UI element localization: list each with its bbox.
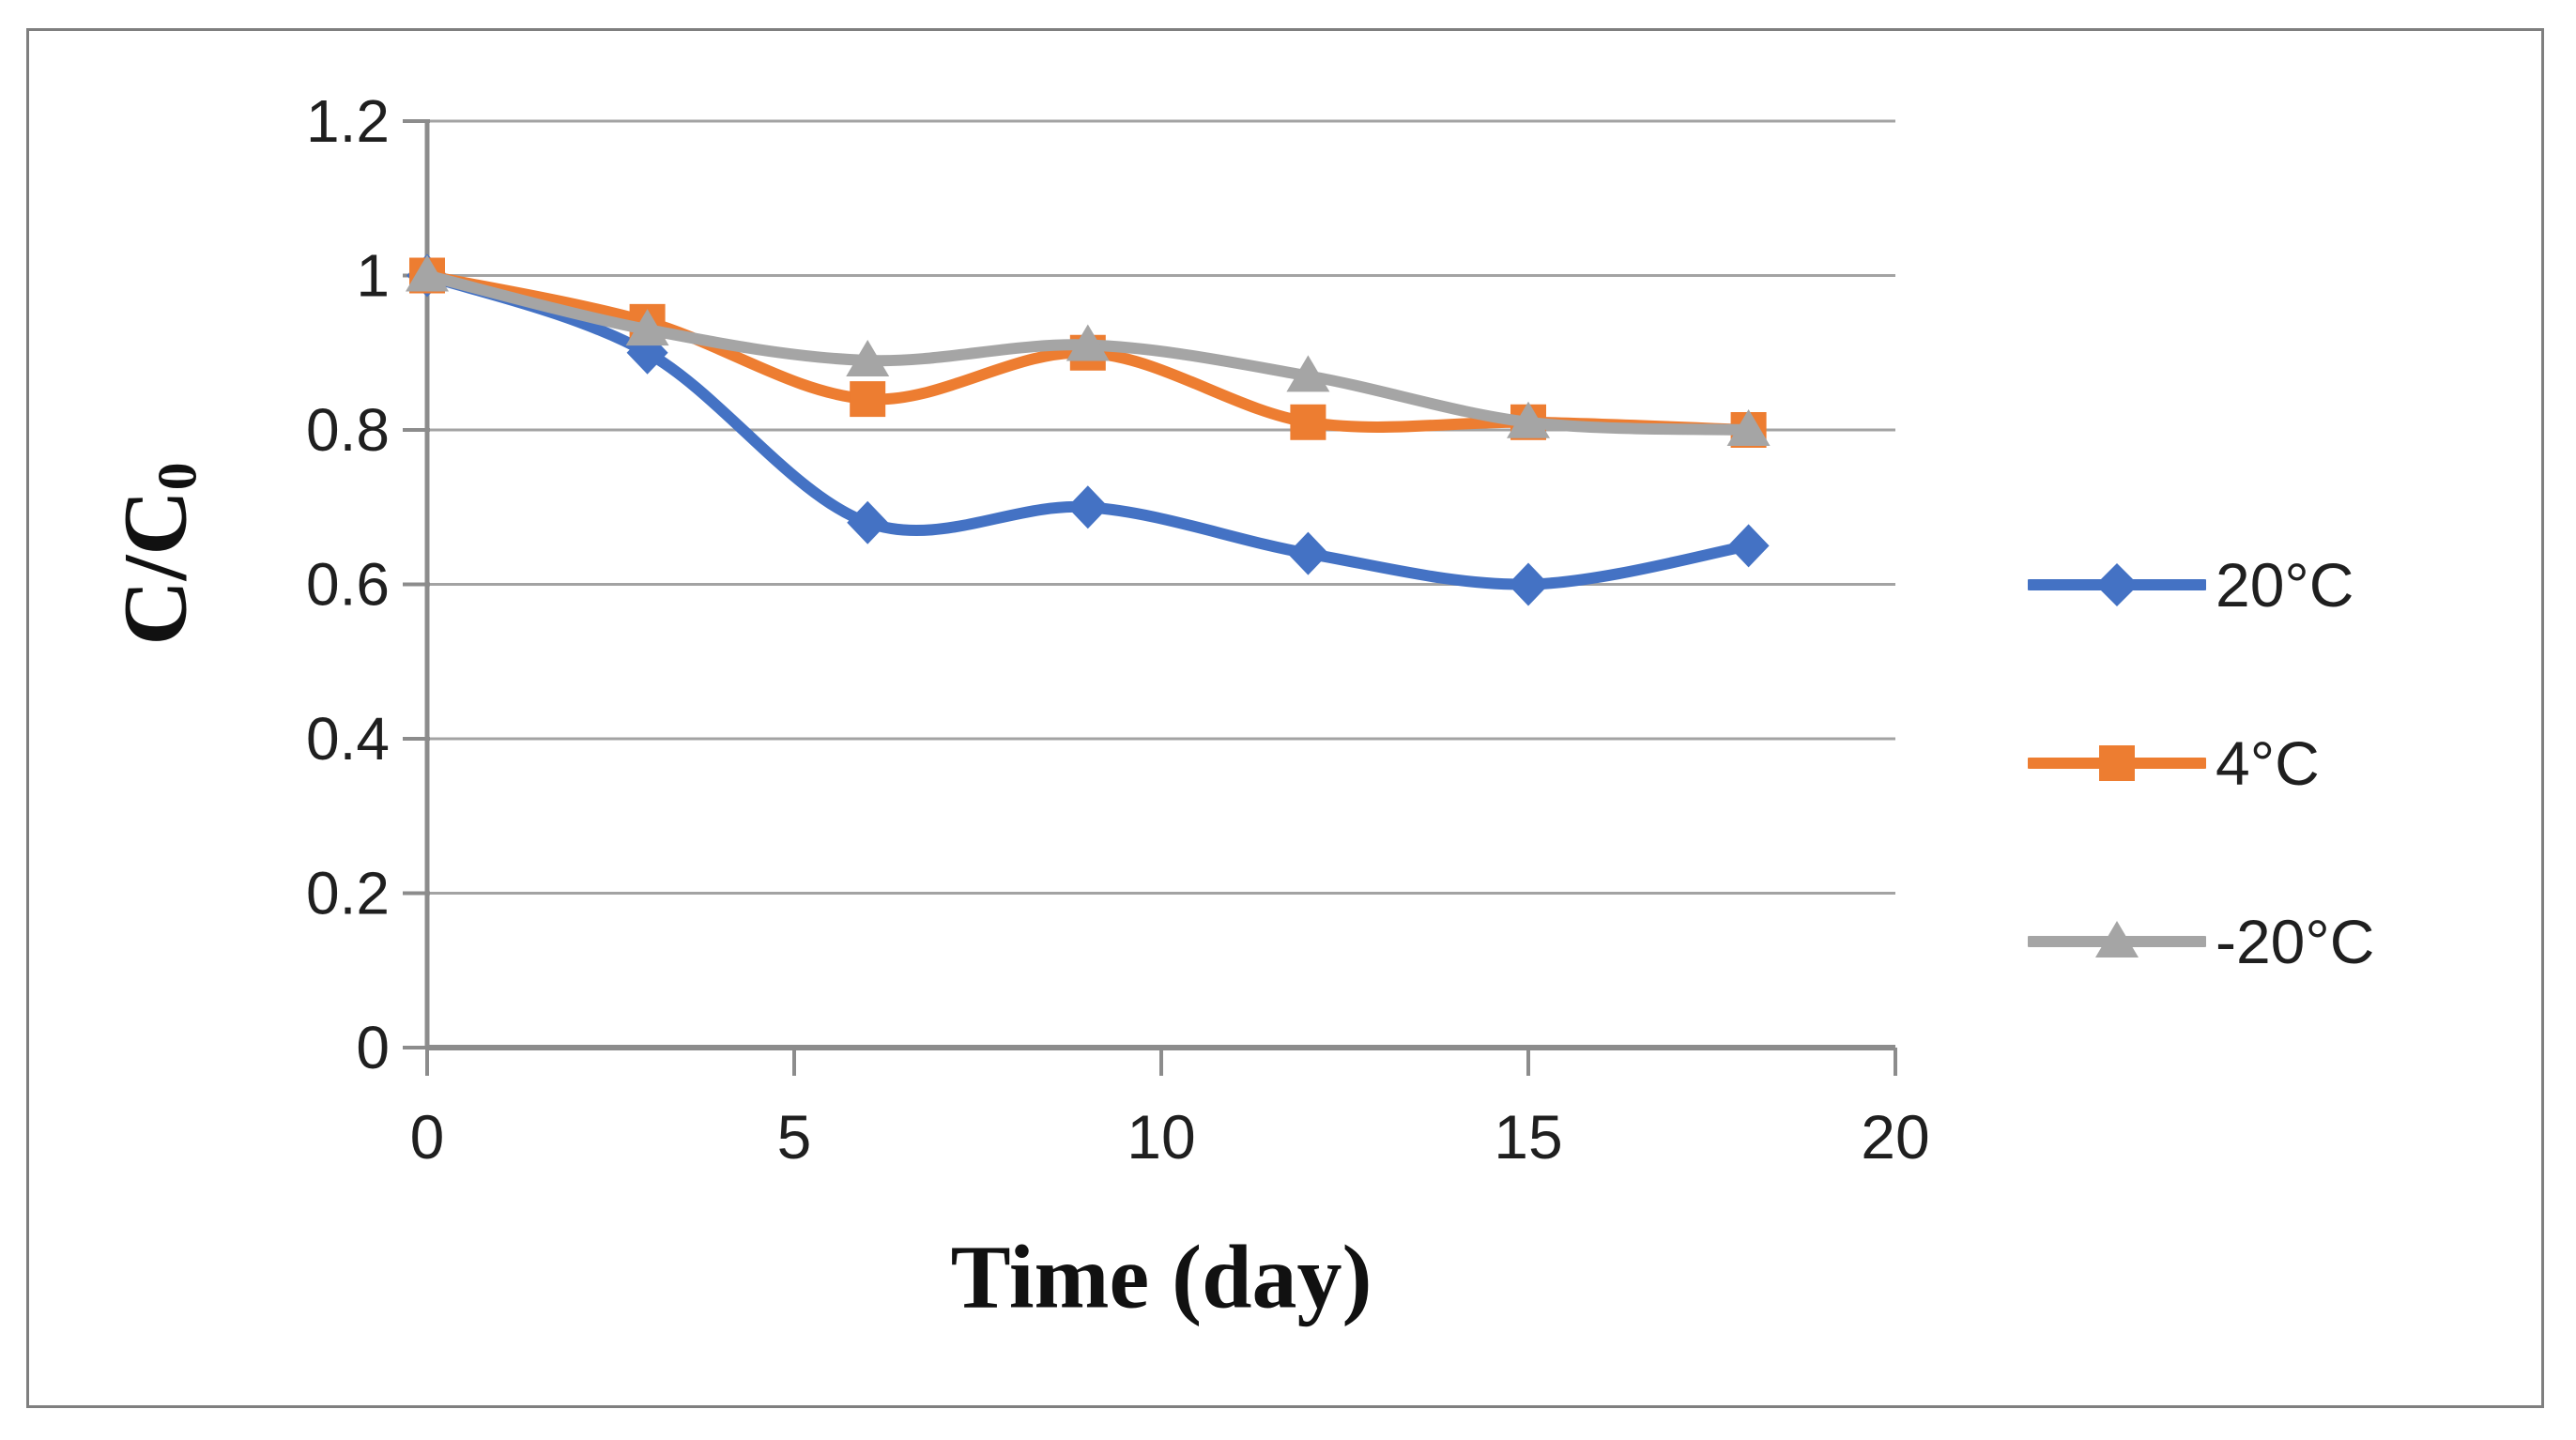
y-tick-label: 0	[356, 1014, 390, 1081]
series-marker-2	[406, 254, 449, 292]
legend-marker-diamond-icon	[2095, 563, 2139, 606]
legend-label: -20°C	[2216, 907, 2375, 976]
x-tick-label: 0	[410, 1102, 445, 1172]
x-axis-title: Time (day)	[950, 1226, 1372, 1327]
series-marker-2	[1726, 409, 1771, 446]
chart-frame-border	[26, 28, 2544, 1408]
x-tick-label: 10	[1127, 1102, 1195, 1172]
y-tick-label: 1	[356, 242, 390, 310]
legend-swatch-square-icon	[2028, 745, 2206, 781]
series-marker-2	[625, 309, 669, 346]
legend-marker-triangle-icon	[2095, 921, 2139, 957]
legend-marker-square-icon	[2099, 745, 2135, 781]
series-marker-0	[847, 500, 889, 544]
y-axis-title-main: C/C	[104, 490, 206, 646]
y-tick-label: 1.2	[306, 87, 390, 155]
legend-item: 20°C	[2028, 552, 2354, 618]
y-tick-label: 0.8	[306, 396, 390, 464]
x-tick-label: 20	[1861, 1102, 1929, 1172]
legend-item: 4°C	[2028, 730, 2320, 796]
y-axis-title: C/C0	[103, 462, 208, 646]
series-marker-2	[1507, 401, 1550, 438]
legend-swatch-triangle-icon	[2028, 921, 2206, 957]
x-tick-label: 15	[1494, 1102, 1562, 1172]
legend-label: 4°C	[2216, 728, 2320, 798]
legend-item: -20°C	[2028, 909, 2374, 974]
y-tick-label: 0.6	[306, 551, 390, 619]
legend-swatch-diamond-icon	[2028, 563, 2206, 606]
y-axis-title-subscript: 0	[146, 462, 208, 491]
y-tick-label: 0.4	[306, 705, 390, 773]
series-marker-0	[1727, 524, 1770, 568]
x-tick-label: 5	[777, 1102, 812, 1172]
series-marker-1	[850, 381, 886, 418]
legend-label: 20°C	[2216, 550, 2354, 620]
series-marker-0	[1287, 531, 1329, 575]
series-marker-0	[1508, 562, 1549, 606]
series-marker-2	[1286, 355, 1330, 392]
series-marker-1	[1290, 404, 1326, 440]
y-tick-label: 0.2	[306, 860, 390, 927]
series-marker-0	[1066, 485, 1109, 529]
series-marker-2	[846, 339, 890, 376]
series-marker-2	[1066, 324, 1110, 361]
